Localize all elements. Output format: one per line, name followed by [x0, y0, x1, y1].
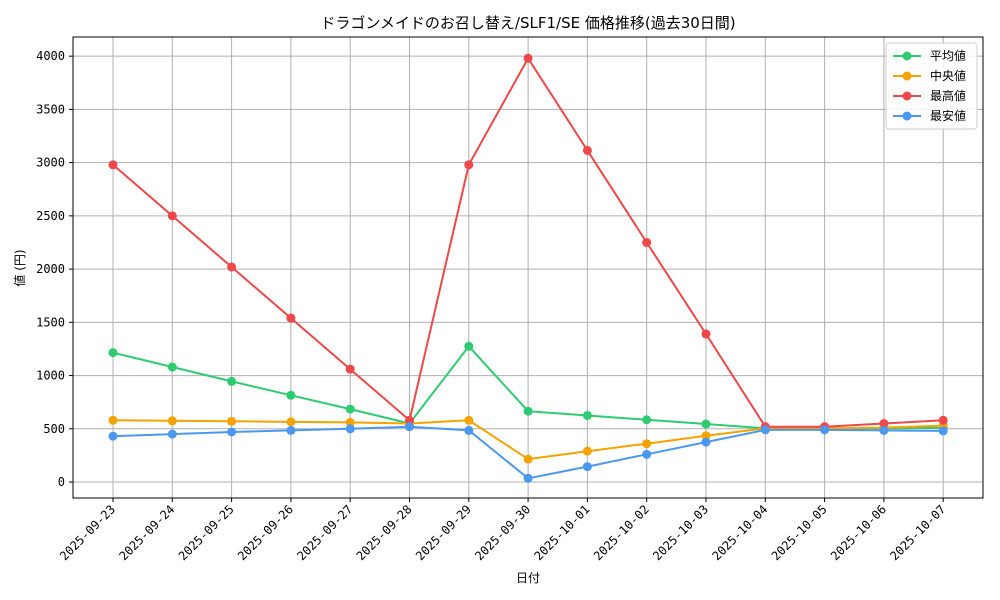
data-point	[286, 425, 296, 435]
x-tick-label: 2025-10-06	[828, 502, 889, 563]
data-point	[227, 262, 237, 272]
x-tick-label: 2025-10-02	[591, 502, 652, 563]
data-point	[464, 341, 474, 351]
legend-entry: 最安値	[893, 108, 966, 123]
data-point	[108, 431, 118, 441]
chart-title: ドラゴンメイドのお召し替え/SLF1/SE 価格推移(過去30日間)	[320, 14, 735, 32]
data-point	[642, 439, 652, 449]
data-point	[345, 404, 355, 414]
data-point	[405, 415, 414, 425]
data-point	[760, 425, 770, 435]
data-point	[345, 424, 355, 434]
data-point	[523, 406, 533, 416]
x-tick-label: 2025-09-24	[116, 502, 177, 563]
x-tick-label: 2025-10-03	[650, 502, 711, 563]
x-tick-label: 2025-09-23	[57, 502, 118, 563]
data-point	[405, 422, 414, 432]
y-tick-label: 2000	[36, 262, 65, 276]
data-point	[286, 390, 296, 400]
legend-label: 最安値	[930, 108, 966, 123]
data-point	[523, 454, 533, 464]
legend-label: 平均値	[930, 48, 966, 63]
data-point	[345, 417, 355, 427]
data-point	[227, 427, 237, 437]
data-point	[345, 364, 355, 374]
x-tick-label: 2025-09-30	[472, 502, 533, 563]
data-point	[938, 415, 948, 425]
x-tick-label: 2025-09-26	[235, 502, 296, 563]
data-point	[582, 446, 592, 456]
data-point	[108, 348, 118, 358]
series-3	[108, 422, 948, 483]
x-axis-ticks: 2025-09-232025-09-242025-09-252025-09-26…	[57, 498, 948, 563]
data-point	[642, 237, 652, 247]
data-point	[879, 418, 889, 428]
data-point	[167, 416, 177, 426]
legend-swatch-marker	[902, 111, 912, 121]
x-tick-label: 2025-10-01	[532, 502, 593, 563]
data-point	[938, 426, 948, 436]
y-tick-label: 3500	[36, 102, 65, 116]
x-tick-label: 2025-10-04	[709, 502, 770, 563]
data-point	[167, 362, 177, 372]
y-axis-ticks: 0 500 1000 1500 2000 2500 3000 3500 4000	[36, 49, 73, 489]
data-point	[701, 419, 711, 429]
legend-entry: 平均値	[893, 48, 966, 63]
y-tick-label: 500	[43, 422, 65, 436]
legend-box	[885, 42, 978, 130]
legend-label: 最高値	[930, 88, 966, 103]
x-axis-label: 日付	[516, 571, 540, 585]
legend-swatch-marker	[902, 51, 912, 61]
data-point	[582, 462, 592, 472]
data-point	[227, 376, 237, 386]
data-point	[820, 425, 830, 435]
data-series	[108, 53, 948, 483]
legend-swatch-marker	[902, 71, 912, 81]
y-tick-label: 1000	[36, 369, 65, 383]
x-tick-label: 2025-09-27	[294, 502, 355, 563]
y-tick-label: 3000	[36, 156, 65, 170]
data-point	[642, 415, 652, 425]
data-point	[167, 211, 177, 221]
data-point	[879, 425, 889, 435]
data-point	[464, 425, 474, 435]
y-tick-label: 2500	[36, 209, 65, 223]
y-axis-label: 値 (円)	[12, 249, 27, 286]
data-point	[108, 160, 118, 170]
data-point	[464, 415, 474, 425]
data-point	[167, 429, 177, 439]
x-tick-label: 2025-10-07	[887, 502, 948, 563]
data-point	[286, 417, 296, 427]
data-point	[582, 410, 592, 420]
data-point	[701, 329, 711, 339]
data-point	[582, 145, 592, 155]
data-point	[286, 313, 296, 323]
x-tick-label: 2025-09-28	[354, 502, 415, 563]
x-tick-label: 2025-09-25	[176, 502, 237, 563]
legend-entry: 最高値	[893, 88, 966, 103]
y-tick-label: 1500	[36, 315, 65, 329]
data-point	[701, 437, 711, 447]
data-point	[642, 449, 652, 459]
data-point	[108, 415, 118, 425]
legend-entry: 中央値	[893, 68, 966, 83]
x-tick-label: 2025-10-05	[769, 502, 830, 563]
y-tick-label: 4000	[36, 49, 65, 63]
data-point	[523, 53, 533, 63]
data-point	[464, 160, 474, 170]
legend-swatch-marker	[902, 91, 912, 101]
legend-label: 中央値	[930, 68, 966, 83]
data-point	[701, 431, 711, 441]
data-point	[523, 473, 533, 483]
y-tick-label: 0	[58, 475, 65, 489]
x-tick-label: 2025-09-29	[413, 502, 474, 563]
data-point	[227, 416, 237, 426]
